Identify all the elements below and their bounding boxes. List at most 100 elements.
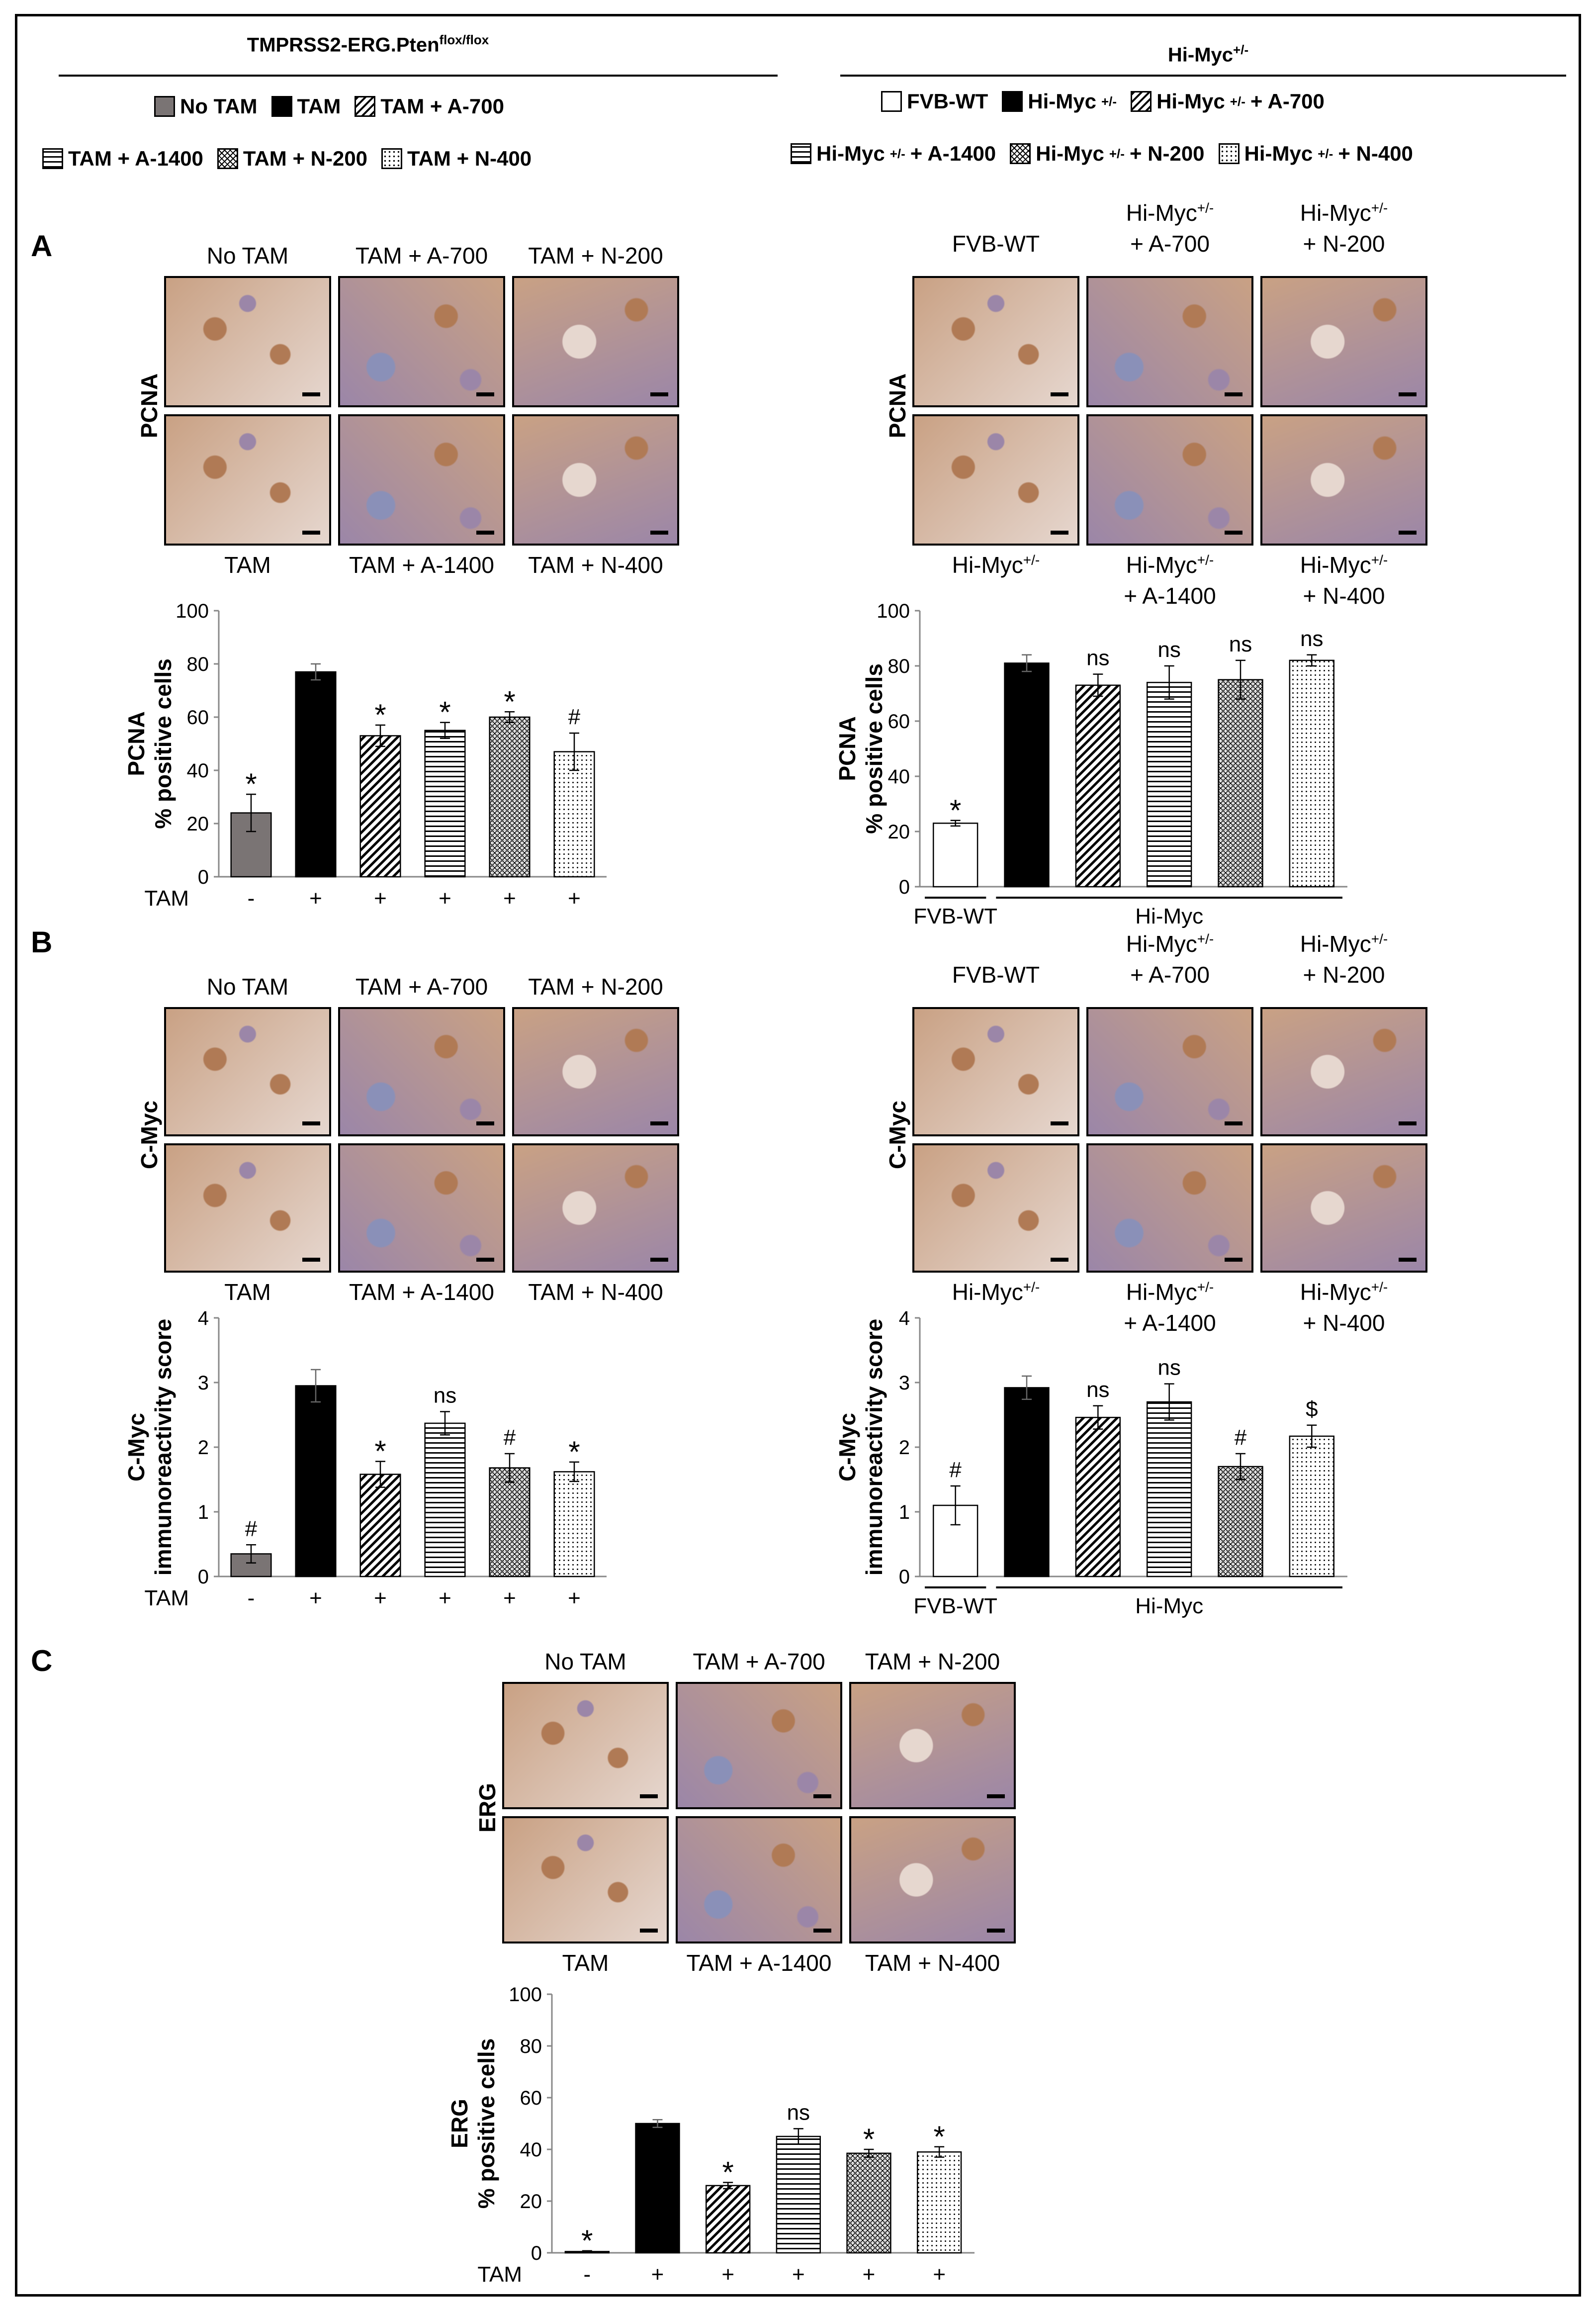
x-tick-label: + <box>568 886 581 911</box>
micro-caption-top: Hi-Myc+/- <box>1066 199 1273 226</box>
micrograph-image <box>512 1143 679 1273</box>
significance-label: ns <box>1229 632 1252 656</box>
scale-bar <box>302 531 320 535</box>
legend-swatch <box>154 96 175 117</box>
right-header-rule <box>840 75 1566 77</box>
legend-right-row1: FVB-WT Hi-Myc +/- Hi-Myc +/- + A-700 <box>881 90 1331 113</box>
significance-label: # <box>1235 1425 1247 1450</box>
error-bar <box>1164 665 1174 700</box>
micro-caption-top: No TAM <box>544 1649 626 1674</box>
micro-caption-bottom: TAM + N-400 <box>865 1950 1000 1976</box>
caption-sup: +/- <box>1023 552 1040 568</box>
x-tick-label: + <box>651 2262 664 2287</box>
error-bar <box>246 793 256 832</box>
legend-label: FVB-WT <box>907 90 988 113</box>
scale-bar <box>1399 392 1417 396</box>
y-axis-label: % positive cells <box>473 2038 499 2209</box>
y-tick-label: 4 <box>198 1307 209 1329</box>
error-bar <box>1307 654 1317 667</box>
x-tick-label: + <box>792 2262 805 2287</box>
micrograph-image <box>1086 276 1253 407</box>
legend-label-suffix: + A-1400 <box>910 142 996 165</box>
error-bar <box>1022 654 1032 672</box>
micrograph-image <box>912 414 1079 546</box>
bar <box>706 2185 751 2254</box>
micro-caption-bottom: + N-400 <box>1303 583 1385 609</box>
scale-bar <box>476 392 494 396</box>
bar <box>489 716 531 878</box>
error-bar <box>950 1485 961 1526</box>
significance-label: # <box>245 1516 258 1541</box>
y-tick-label: 60 <box>187 707 209 729</box>
y-axis-label: ERG <box>446 2099 472 2148</box>
error-bar <box>1307 1424 1317 1448</box>
y-axis-label: C-Myc <box>123 1413 149 1481</box>
y-tick-label: 100 <box>176 600 209 622</box>
legend-label-suffix: + N-200 <box>1129 142 1205 165</box>
significance-label: * <box>374 698 386 732</box>
x-row-label: TAM <box>144 886 189 911</box>
chart-b-left: 0 1 2 3 4 C-Myc immunoreactivity score # - + * + ns +… <box>123 1307 607 1610</box>
left-group-title-sup: flox/flox <box>439 32 489 47</box>
chart-a-left: 0 20 40 60 80 100 PCNA% positive cells * - + * + * + *… <box>123 600 607 911</box>
micro-caption-bottom: + A-1400 <box>1124 583 1216 609</box>
significance-label: * <box>568 1435 580 1469</box>
error-bar <box>934 2146 945 2158</box>
x-row-label: TAM <box>144 1586 189 1610</box>
caption-text: Hi-Myc <box>952 552 1023 578</box>
micro-caption-top: FVB-WT <box>952 231 1040 257</box>
error-bar <box>1093 673 1103 697</box>
y-tick-label: 100 <box>509 1984 542 2006</box>
y-tick-label: 20 <box>520 2191 542 2213</box>
caption-sup: +/- <box>1197 931 1214 947</box>
y-tick-label: 0 <box>198 866 209 888</box>
legend-label: Hi-Myc <box>1028 90 1096 113</box>
micrograph-image <box>164 1143 331 1273</box>
micro-caption-bottom: TAM + A-1400 <box>349 552 494 578</box>
micro-row-label: PCNA <box>136 373 162 439</box>
caption-sup: +/- <box>1197 1279 1214 1295</box>
legend-item: Hi-Myc +/- + A-700 <box>1131 90 1325 113</box>
group-label: FVB-WT <box>913 904 997 928</box>
significance-label: * <box>933 2120 945 2153</box>
legend-item: TAM + A-1400 <box>42 147 203 171</box>
micro-row-label: PCNA <box>885 373 910 439</box>
legend-swatch <box>217 148 238 169</box>
scale-bar <box>640 1794 658 1798</box>
legend-item: No TAM <box>154 94 258 118</box>
error-bar <box>311 663 321 681</box>
micro-caption-top: TAM + N-200 <box>528 243 663 269</box>
micrograph-image <box>512 1007 679 1136</box>
micro-row-label: C-Myc <box>136 1100 162 1170</box>
bar <box>846 2152 891 2254</box>
y-tick-label: 40 <box>187 760 209 782</box>
scale-bar <box>650 1258 668 1262</box>
significance-label: ns <box>1157 1356 1180 1380</box>
significance-label: $ <box>1306 1397 1318 1421</box>
caption-text: Hi-Myc <box>1126 931 1197 957</box>
group-label: Hi-Myc <box>1135 904 1203 928</box>
error-bar <box>505 1453 515 1483</box>
y-tick-label: 0 <box>198 1566 209 1588</box>
micro-caption-bottom: Hi-Myc+/- <box>1241 552 1447 578</box>
x-tick-label: - <box>248 886 255 911</box>
bar <box>489 1467 531 1577</box>
micrograph-image <box>338 1007 505 1136</box>
legend-swatch <box>1131 91 1152 112</box>
scale-bar <box>302 1258 320 1262</box>
micro-caption-top: Hi-Myc+/- <box>1066 930 1273 957</box>
y-axis-label: % positive cells <box>861 663 887 834</box>
micro-caption-top: + N-200 <box>1303 962 1385 988</box>
bar <box>776 2135 821 2254</box>
x-tick-label: + <box>933 2262 946 2287</box>
y-tick-label: 40 <box>520 2139 542 2161</box>
y-tick-label: 2 <box>198 1437 209 1459</box>
bar <box>1146 682 1192 888</box>
legend-label-sup: +/- <box>1101 93 1117 109</box>
y-tick-label: 1 <box>198 1501 209 1523</box>
legend-swatch <box>1002 91 1023 112</box>
error-bar <box>1093 1405 1103 1430</box>
caption-sup: +/- <box>1197 200 1214 216</box>
panel-letter-c: C <box>31 1644 53 1677</box>
y-tick-label: 40 <box>888 766 910 788</box>
